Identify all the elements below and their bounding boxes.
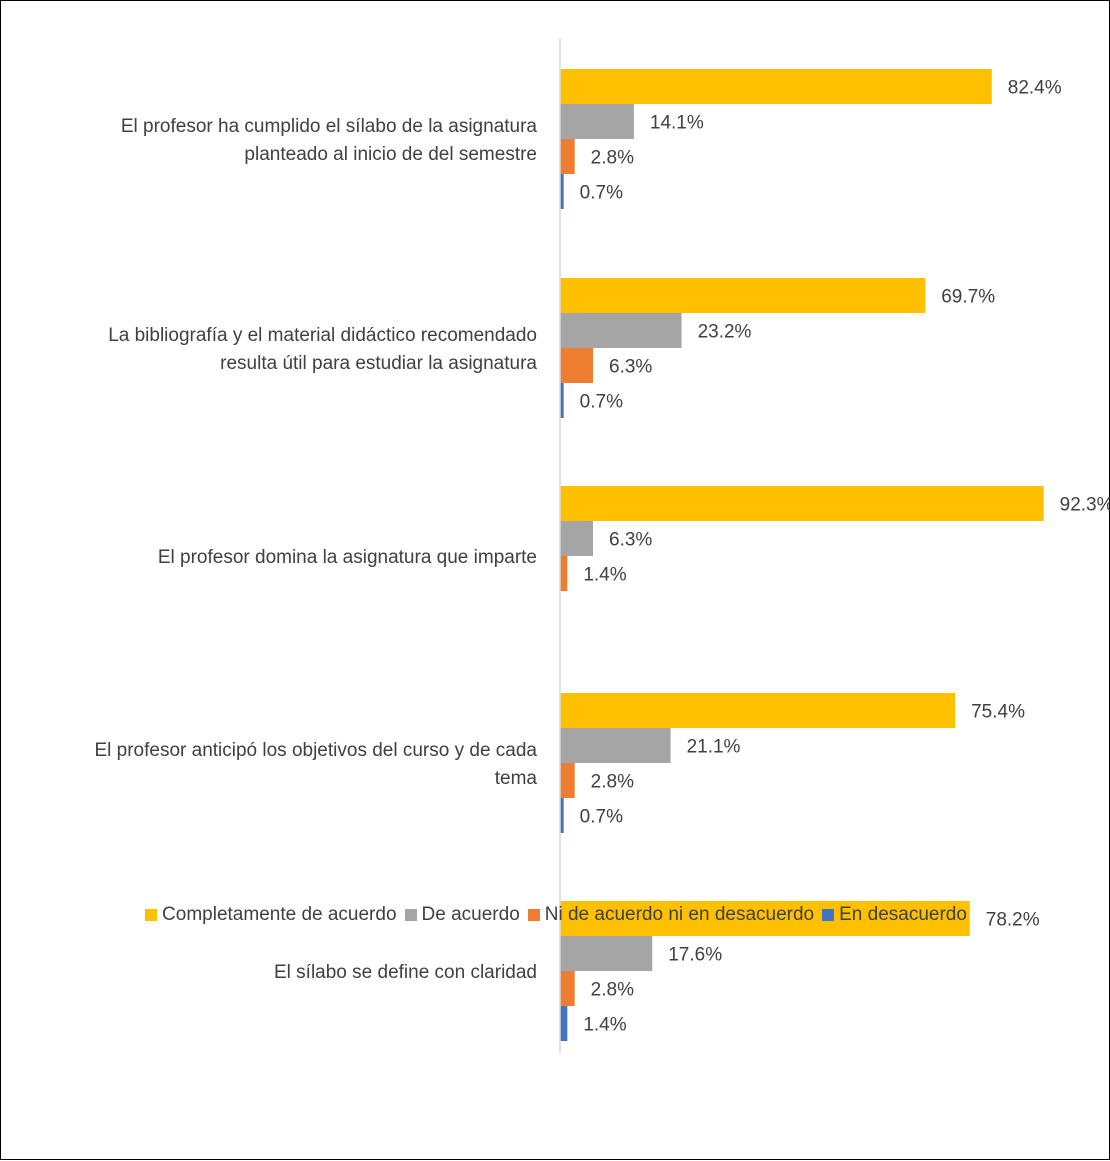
bar-4-completamente-de-acuerdo xyxy=(560,693,956,728)
value-labels: 82.4% 14.1% 2.8% 0.7% 69.7% 23.2% 6.3% 0.7% 92.3… xyxy=(580,78,1110,1036)
value-label: 69.7% xyxy=(941,287,995,308)
legend: Completamente de acuerdo De acuerdo Ni de … xyxy=(1,904,1110,926)
value-label: 0.7% xyxy=(580,392,623,413)
value-label: 17.6% xyxy=(668,945,722,966)
bar-4-ni-de-acuerdo-ni-en-desacuerdo xyxy=(560,763,575,798)
bars-layer xyxy=(560,69,1044,1041)
legend-swatch xyxy=(822,909,835,921)
value-label: 75.4% xyxy=(971,702,1025,723)
bar-2-completamente-de-acuerdo xyxy=(560,278,926,313)
legend-label: Completamente de acuerdo xyxy=(162,904,397,925)
bar-4-en-desacuerdo xyxy=(560,798,564,833)
legend-swatch xyxy=(527,909,540,921)
legend-item: En desacuerdo xyxy=(822,904,967,926)
value-label: 6.3% xyxy=(609,530,652,551)
category-labels: El profesor ha cumplido el sílabo de la … xyxy=(94,116,537,983)
legend-label: Ni de acuerdo ni en desacuerdo xyxy=(544,904,815,925)
value-label: 6.3% xyxy=(609,357,652,378)
legend-item: Ni de acuerdo ni en desacuerdo xyxy=(527,904,815,926)
legend-swatch xyxy=(404,909,417,921)
bar-2-en-desacuerdo xyxy=(560,383,564,418)
bar-3-de-acuerdo xyxy=(560,521,594,556)
bar-2-ni-de-acuerdo-ni-en-desacuerdo xyxy=(560,348,594,383)
value-label: 14.1% xyxy=(650,113,704,134)
bar-1-en-desacuerdo xyxy=(560,174,564,209)
bar-3-ni-de-acuerdo-ni-en-desacuerdo xyxy=(560,556,568,591)
category-label: El profesor domina la asignatura que imp… xyxy=(158,547,537,568)
category-label: tema xyxy=(495,768,538,789)
legend-swatch xyxy=(145,909,158,921)
legend-item: De acuerdo xyxy=(404,904,520,926)
category-label: El profesor anticipó los objetivos del c… xyxy=(94,740,537,761)
bar-5-ni-de-acuerdo-ni-en-desacuerdo xyxy=(560,971,575,1006)
value-label: 0.7% xyxy=(580,183,623,204)
legend-label: De acuerdo xyxy=(421,904,520,925)
bar-1-ni-de-acuerdo-ni-en-desacuerdo xyxy=(560,139,575,174)
category-label: El profesor ha cumplido el sílabo de la … xyxy=(121,116,538,137)
category-label: El sílabo se define con claridad xyxy=(274,962,537,983)
bar-1-completamente-de-acuerdo xyxy=(560,69,992,104)
bar-4-de-acuerdo xyxy=(560,728,671,763)
legend-label: En desacuerdo xyxy=(839,904,967,925)
value-label: 23.2% xyxy=(698,322,752,343)
value-label: 1.4% xyxy=(583,1015,626,1036)
value-label: 21.1% xyxy=(687,737,741,758)
value-label: 78.2% xyxy=(986,910,1040,931)
value-label: 2.8% xyxy=(591,772,634,793)
value-label: 82.4% xyxy=(1008,78,1062,99)
bar-3-completamente-de-acuerdo xyxy=(560,486,1044,521)
category-label: La bibliografía y el material didáctico … xyxy=(108,325,537,346)
bar-2-de-acuerdo xyxy=(560,313,682,348)
bar-5-de-acuerdo xyxy=(560,936,653,971)
bar-1-de-acuerdo xyxy=(560,104,634,139)
bar-5-en-desacuerdo xyxy=(560,1006,568,1041)
legend-item: Completamente de acuerdo xyxy=(145,904,397,926)
value-label: 2.8% xyxy=(591,980,634,1001)
bar-5-completamente-de-acuerdo xyxy=(560,901,970,936)
value-label: 0.7% xyxy=(580,807,623,828)
category-label: planteado al inicio de del semestre xyxy=(244,144,537,165)
value-label: 1.4% xyxy=(583,565,626,586)
value-label: 2.8% xyxy=(591,148,634,169)
value-label: 92.3% xyxy=(1060,495,1110,516)
category-label: resulta útil para estudiar la asignatura xyxy=(220,353,537,374)
